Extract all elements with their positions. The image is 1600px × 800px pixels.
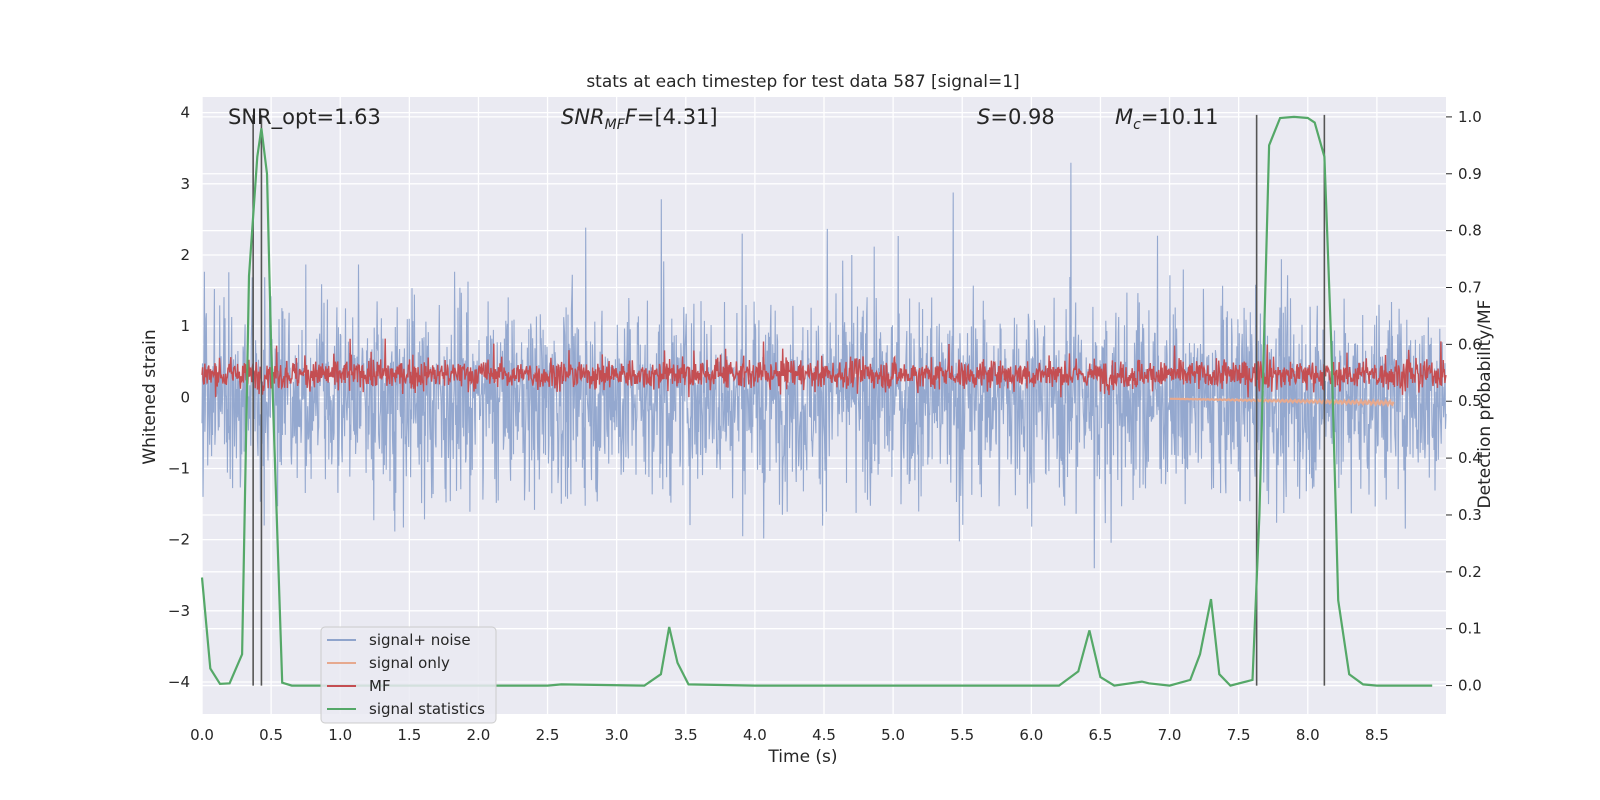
x-tick-label: 8.5 (1365, 726, 1389, 744)
x-axis-label: Time (s) (767, 747, 837, 767)
y-right-tick-label: 0.7 (1458, 279, 1482, 297)
y-right-tick-label: 0.5 (1458, 392, 1482, 410)
y-tick-label: −3 (168, 602, 190, 620)
series-line-signal-only (1169, 397, 1395, 408)
x-tick-label: 3.0 (605, 726, 629, 744)
y-tick-label: 3 (180, 175, 190, 193)
series-signal-only (1169, 397, 1395, 408)
x-tick-label: 8.0 (1296, 726, 1320, 744)
x-tick-label: 0.5 (259, 726, 283, 744)
y-right-tick-label: 1.0 (1458, 108, 1482, 126)
y-right-tick-label: 0.2 (1458, 563, 1482, 581)
series-line-signal-noise (201, 162, 1447, 569)
annotation-snr-opt: SNR_opt=1.63 (228, 105, 381, 130)
y-tick-label: −2 (168, 531, 190, 549)
legend-box (320, 626, 497, 724)
legend-label-signal-statistics: signal statistics (369, 700, 485, 718)
x-tick-label: 5.5 (950, 726, 974, 744)
legend-label-mf: MF (369, 677, 391, 695)
series-mf (201, 338, 1447, 398)
x-tick-label: 2.0 (467, 726, 491, 744)
legend-label-signal-only: signal only (369, 654, 450, 672)
annotation-s: S=0.98 (977, 105, 1055, 129)
series-signal-noise (201, 162, 1447, 569)
y-right-tick-label: 0.0 (1458, 677, 1482, 695)
x-axis-ticks: 0.0 0.5 1.0 1.5 2.0 2.5 3.0 3.5 4.0 4.5 5.0 5.5 6.0 6… (190, 726, 1389, 744)
y-tick-label: −4 (168, 673, 190, 691)
y-right-axis-ticks: 0.0 0.1 0.2 0.3 0.4 0.5 0.6 0.7 0.8 0.9 1.0 (1446, 108, 1482, 695)
x-tick-label: 4.0 (743, 726, 767, 744)
y-tick-label: 2 (180, 246, 190, 264)
y-right-tick-label: 0.8 (1458, 222, 1482, 240)
y-tick-label: 1 (180, 317, 190, 335)
x-tick-label: 1.0 (328, 726, 352, 744)
series-line-mf (201, 338, 1447, 398)
y-right-tick-label: 0.9 (1458, 165, 1482, 183)
y-right-tick-label: 0.4 (1458, 449, 1482, 467)
x-tick-label: 6.0 (1019, 726, 1043, 744)
y-axis-label: Whitened strain (140, 329, 160, 464)
x-tick-label: 6.5 (1089, 726, 1113, 744)
y-right-tick-label: 0.6 (1458, 335, 1482, 353)
series-line-signal-statistics (200, 115, 1433, 687)
y-tick-label: 0 (180, 388, 190, 406)
chart-title: stats at each timestep for test data 587… (586, 72, 1019, 92)
x-tick-label: 7.5 (1227, 726, 1251, 744)
y-axis-ticks: −4 −3 −2 −1 0 1 2 3 4 (168, 104, 190, 691)
x-tick-label: 1.5 (397, 726, 421, 744)
y-tick-label: 4 (180, 104, 190, 122)
y-right-tick-label: 0.1 (1458, 620, 1482, 638)
annotation-mc: Mc=10.11 (1115, 105, 1219, 133)
legend: signal+ noise signal only MF signal stat… (320, 626, 497, 724)
x-tick-label: 0.0 (190, 726, 214, 744)
x-tick-label: 5.0 (881, 726, 905, 744)
y-right-tick-label: 0.3 (1458, 506, 1482, 524)
x-tick-label: 2.5 (536, 726, 560, 744)
series-signal-statistics (200, 115, 1433, 687)
annotation-snr-mf: SNRMFF=[4.31] (561, 105, 718, 133)
x-tick-label: 3.5 (674, 726, 698, 744)
x-tick-label: 4.5 (812, 726, 836, 744)
legend-label-signal-noise: signal+ noise (369, 631, 471, 649)
y-right-axis-label: Detection probability/MF (1475, 300, 1495, 509)
y-tick-label: −1 (168, 459, 190, 477)
x-tick-label: 7.0 (1158, 726, 1182, 744)
